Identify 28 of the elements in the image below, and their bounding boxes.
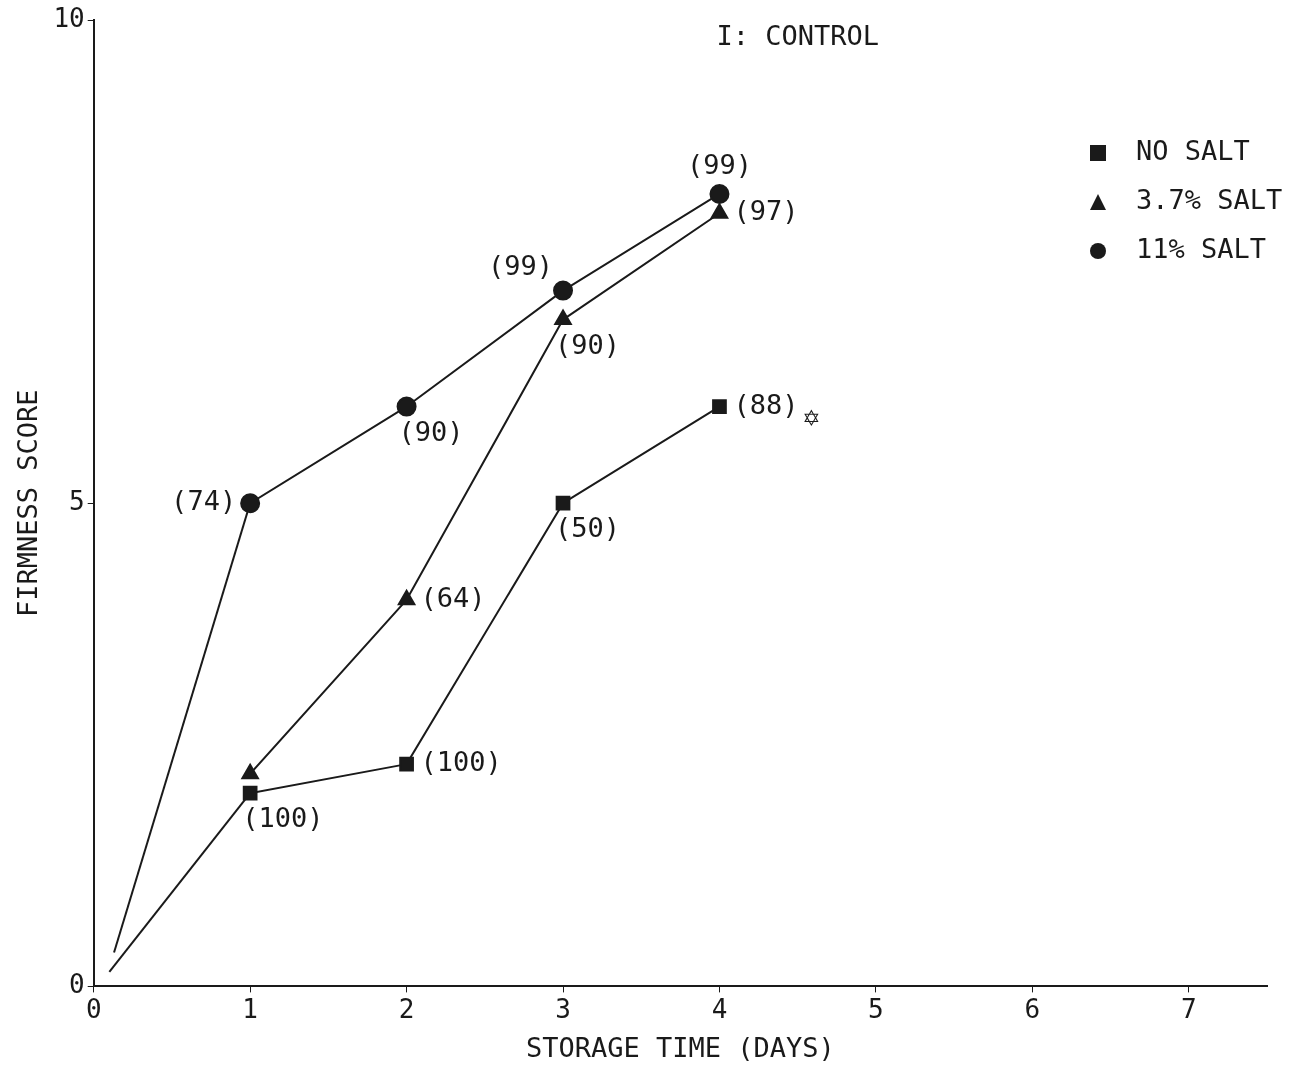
chart-title: I: CONTROL bbox=[716, 20, 879, 52]
x-tick-label: 1 bbox=[242, 993, 258, 1024]
annotation: (100) bbox=[242, 802, 324, 834]
annotation: (100) bbox=[420, 746, 502, 778]
x-tick-label: 7 bbox=[1180, 993, 1197, 1024]
annotation: (88) bbox=[733, 388, 799, 420]
y-tick-label: 10 bbox=[53, 2, 85, 33]
annotation: (90) bbox=[398, 415, 464, 447]
annotation: (99) bbox=[488, 249, 554, 281]
legend-label: 3.7% SALT bbox=[1136, 184, 1283, 216]
x-tick-label: 4 bbox=[711, 993, 728, 1024]
annotation: (50) bbox=[555, 512, 621, 544]
y-tick-label: 0 bbox=[69, 969, 85, 1000]
annotation: (97) bbox=[733, 195, 799, 227]
x-tick-label: 3 bbox=[555, 993, 571, 1024]
y-tick-label: 5 bbox=[69, 485, 85, 516]
x-tick-label: 2 bbox=[398, 993, 415, 1024]
legend-label: NO SALT bbox=[1136, 135, 1250, 167]
legend-label: 11% SALT bbox=[1136, 233, 1267, 265]
annotation: ✡ bbox=[803, 400, 820, 432]
annotation: (64) bbox=[420, 581, 486, 613]
x-tick-label: 6 bbox=[1024, 993, 1041, 1024]
y-axis-title: FIRMNESS SCORE bbox=[12, 389, 44, 617]
x-tick-label: 5 bbox=[868, 993, 884, 1024]
annotation: (99) bbox=[686, 148, 752, 180]
annotation: (74) bbox=[171, 485, 237, 517]
x-axis-title: STORAGE TIME (DAYS) bbox=[525, 1031, 835, 1063]
annotation: (90) bbox=[555, 328, 621, 360]
